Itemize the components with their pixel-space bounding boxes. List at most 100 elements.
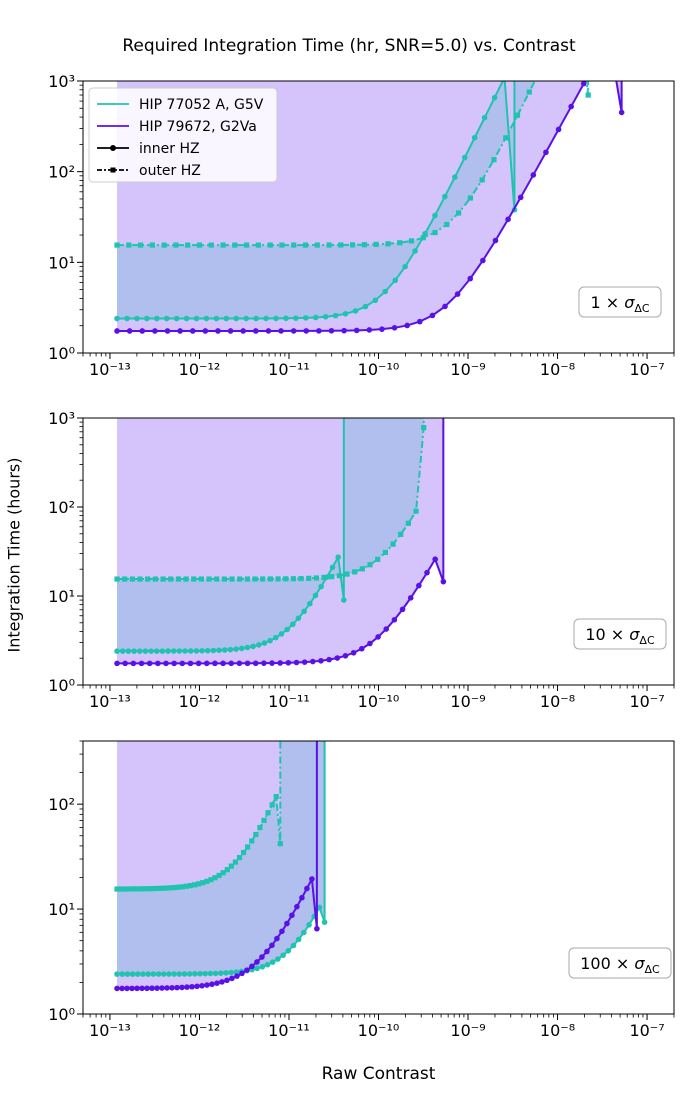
data-point xyxy=(255,642,262,648)
data-point xyxy=(228,660,235,667)
data-point xyxy=(321,919,328,925)
data-point xyxy=(177,328,183,334)
data-point xyxy=(265,810,271,816)
legend-label: inner HZ xyxy=(139,141,200,157)
data-point xyxy=(144,315,150,322)
data-point xyxy=(152,576,158,582)
data-point xyxy=(219,979,225,985)
data-point xyxy=(212,970,219,977)
data-point xyxy=(580,81,587,87)
data-point xyxy=(200,880,206,886)
data-point xyxy=(293,315,299,321)
fill-hip77052 xyxy=(117,81,589,319)
data-point xyxy=(232,242,238,248)
data-point xyxy=(264,961,271,968)
data-point xyxy=(129,576,135,582)
data-point xyxy=(238,645,245,652)
data-point xyxy=(412,248,418,254)
x-tick-label: 10⁻⁷ xyxy=(629,360,664,379)
y-tick-label: 10³ xyxy=(48,72,75,91)
series-hip77052-inner xyxy=(114,81,518,322)
data-point xyxy=(269,942,275,949)
data-point xyxy=(568,103,574,110)
data-point xyxy=(233,315,240,322)
data-point xyxy=(249,963,255,970)
data-point xyxy=(479,177,485,183)
data-point xyxy=(118,886,124,892)
data-point xyxy=(179,984,185,991)
data-point xyxy=(408,238,415,244)
data-point xyxy=(147,886,153,892)
data-point xyxy=(167,885,173,891)
data-point xyxy=(139,328,146,334)
data-point xyxy=(290,621,296,628)
data-point xyxy=(173,242,179,248)
data-point xyxy=(481,114,488,121)
data-point xyxy=(199,982,205,989)
data-point xyxy=(341,327,347,334)
data-point xyxy=(155,885,161,892)
data-point xyxy=(285,659,292,666)
x-tick-label: 10⁻¹⁰ xyxy=(358,360,400,379)
y-tick-label: 10² xyxy=(48,163,75,182)
data-point xyxy=(361,242,367,248)
data-point xyxy=(294,903,300,910)
data-point xyxy=(208,242,214,248)
legend: HIP 77052 A, G5V HIP 79672, G2Va inner HZ o… xyxy=(88,87,278,183)
data-point xyxy=(382,288,389,295)
data-point xyxy=(405,520,411,526)
data-point xyxy=(114,576,120,582)
data-point xyxy=(391,617,398,623)
data-point xyxy=(461,154,468,161)
data-point xyxy=(239,970,245,977)
data-point xyxy=(367,640,373,647)
x-tick-label: 10⁻¹² xyxy=(179,1021,221,1040)
data-point xyxy=(618,109,625,116)
data-point xyxy=(314,925,320,932)
data-point xyxy=(456,210,462,216)
plot-area xyxy=(114,418,447,667)
data-point xyxy=(280,952,286,959)
data-point xyxy=(228,863,234,869)
data-point xyxy=(168,576,174,582)
data-point xyxy=(114,648,120,654)
data-point xyxy=(212,875,218,881)
data-point xyxy=(237,576,243,582)
data-point xyxy=(492,237,499,244)
data-point xyxy=(335,554,341,560)
data-point xyxy=(227,646,234,653)
data-point xyxy=(312,314,319,321)
data-point xyxy=(191,882,198,888)
data-point xyxy=(166,971,172,977)
data-point xyxy=(163,660,169,667)
data-point xyxy=(159,885,165,891)
data-point xyxy=(283,315,289,322)
data-point xyxy=(367,562,373,568)
data-point xyxy=(267,576,273,582)
data-point xyxy=(140,971,146,977)
y-axis: 10⁰ 10¹ 10² 10³ xyxy=(48,72,83,363)
data-point xyxy=(197,970,203,977)
data-point xyxy=(204,878,210,884)
data-point xyxy=(290,328,297,334)
data-point xyxy=(153,648,160,654)
data-point xyxy=(252,328,259,334)
data-point xyxy=(171,971,177,977)
x-axis: 10⁻¹³ 10⁻¹² 10⁻¹¹ 10⁻¹⁰ 10⁻⁹ 10⁻⁸ 10⁻⁷ xyxy=(82,353,675,379)
data-point xyxy=(224,867,230,873)
sigma-annotation: 100 × σΔC xyxy=(568,947,672,979)
data-point xyxy=(322,313,329,320)
data-point xyxy=(210,647,217,654)
data-point xyxy=(199,647,205,654)
y-tick-label: 10¹ xyxy=(48,253,75,272)
data-point xyxy=(214,980,220,986)
data-point xyxy=(321,574,327,581)
y-tick-label: 10⁰ xyxy=(48,344,75,363)
data-point xyxy=(432,212,438,219)
x-axis-label: Raw Contrast xyxy=(321,1064,436,1084)
x-tick-label: 10⁻¹² xyxy=(179,360,221,379)
data-point xyxy=(174,984,180,991)
data-point xyxy=(259,954,265,960)
data-point xyxy=(375,634,381,640)
data-point xyxy=(122,660,128,667)
